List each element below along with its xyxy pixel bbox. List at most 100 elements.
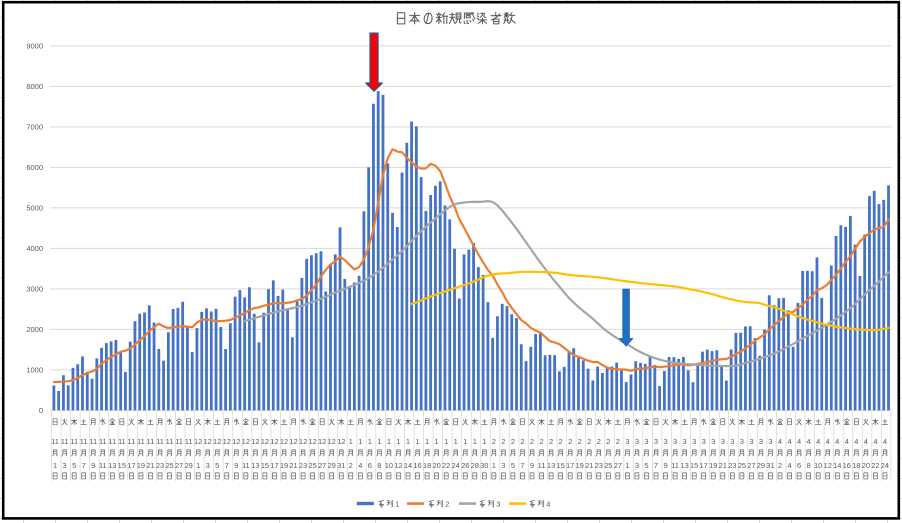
svg-text:12: 12 [232, 437, 240, 446]
svg-text:21: 21 [289, 461, 297, 470]
svg-text:1: 1 [358, 437, 362, 446]
svg-text:20: 20 [862, 461, 870, 470]
svg-text:1: 1 [377, 437, 381, 446]
svg-text:20: 20 [432, 461, 440, 470]
svg-text:11: 11 [61, 437, 69, 446]
svg-text:11: 11 [80, 437, 88, 446]
svg-text:12: 12 [318, 437, 326, 446]
svg-text:9: 9 [663, 461, 667, 470]
svg-text:4: 4 [797, 437, 801, 446]
svg-text:3: 3 [683, 437, 687, 446]
svg-text:4: 4 [864, 437, 868, 446]
svg-text:25: 25 [738, 461, 746, 470]
svg-text:1: 1 [454, 437, 458, 446]
svg-text:4: 4 [826, 437, 830, 446]
svg-text:1: 1 [396, 437, 400, 446]
svg-text:1: 1 [387, 437, 391, 446]
svg-text:12: 12 [223, 437, 231, 446]
svg-text:16: 16 [843, 461, 851, 470]
svg-text:11: 11 [175, 437, 183, 446]
svg-text:15: 15 [118, 461, 126, 470]
svg-text:16: 16 [413, 461, 421, 470]
svg-text:13: 13 [108, 461, 116, 470]
svg-text:2: 2 [445, 500, 449, 509]
svg-text:12: 12 [261, 437, 269, 446]
svg-text:2: 2 [530, 437, 534, 446]
svg-text:8: 8 [807, 461, 811, 470]
svg-text:13: 13 [251, 461, 259, 470]
svg-text:1: 1 [53, 461, 57, 470]
svg-text:3: 3 [692, 437, 696, 446]
svg-text:9: 9 [234, 461, 238, 470]
svg-text:3: 3 [673, 437, 677, 446]
svg-text:2: 2 [778, 461, 782, 470]
svg-text:11: 11 [127, 437, 135, 446]
svg-text:12: 12 [204, 437, 212, 446]
svg-text:22: 22 [442, 461, 450, 470]
svg-text:3: 3 [759, 437, 763, 446]
svg-text:13: 13 [547, 461, 555, 470]
svg-text:25: 25 [604, 461, 612, 470]
svg-text:11: 11 [51, 437, 59, 446]
svg-text:18: 18 [423, 461, 431, 470]
svg-text:27: 27 [747, 461, 755, 470]
svg-text:2: 2 [587, 437, 591, 446]
svg-text:3: 3 [749, 437, 753, 446]
svg-text:12: 12 [299, 437, 307, 446]
svg-text:3: 3 [721, 437, 725, 446]
svg-text:14: 14 [833, 461, 841, 470]
svg-text:3: 3 [654, 437, 658, 446]
svg-text:28: 28 [471, 461, 479, 470]
svg-text:4: 4 [854, 437, 858, 446]
svg-text:11: 11 [242, 461, 250, 470]
svg-text:3: 3 [635, 437, 639, 446]
svg-text:19: 19 [137, 461, 145, 470]
svg-text:4000: 4000 [26, 244, 43, 253]
svg-text:31: 31 [766, 461, 774, 470]
svg-text:21: 21 [719, 461, 727, 470]
svg-text:12: 12 [251, 437, 259, 446]
svg-text:19: 19 [576, 461, 584, 470]
svg-text:3: 3 [501, 461, 505, 470]
svg-text:4: 4 [787, 437, 791, 446]
svg-text:25: 25 [308, 461, 316, 470]
svg-text:17: 17 [566, 461, 574, 470]
svg-text:1: 1 [425, 437, 429, 446]
svg-text:12: 12 [270, 437, 278, 446]
svg-text:2: 2 [616, 437, 620, 446]
svg-text:27: 27 [318, 461, 326, 470]
svg-text:12: 12 [337, 437, 345, 446]
svg-text:9000: 9000 [26, 42, 43, 51]
svg-text:3: 3 [206, 461, 210, 470]
svg-text:9: 9 [530, 461, 534, 470]
svg-text:11: 11 [118, 437, 126, 446]
svg-text:29: 29 [757, 461, 765, 470]
svg-text:23: 23 [595, 461, 603, 470]
svg-text:10: 10 [814, 461, 822, 470]
svg-text:22: 22 [871, 461, 879, 470]
svg-text:0: 0 [39, 406, 43, 415]
svg-text:21: 21 [585, 461, 593, 470]
svg-text:2: 2 [597, 437, 601, 446]
svg-text:5: 5 [72, 461, 76, 470]
svg-text:11: 11 [108, 437, 116, 446]
svg-text:3: 3 [635, 461, 639, 470]
svg-text:11: 11 [70, 437, 78, 446]
svg-text:3: 3 [768, 437, 772, 446]
svg-text:4: 4 [883, 437, 887, 446]
svg-text:5: 5 [644, 461, 648, 470]
svg-text:24: 24 [452, 461, 460, 470]
svg-text:2: 2 [511, 437, 515, 446]
svg-text:2: 2 [606, 437, 610, 446]
svg-text:12: 12 [394, 461, 402, 470]
svg-text:11: 11 [147, 437, 155, 446]
svg-text:6: 6 [368, 461, 372, 470]
svg-text:11: 11 [185, 437, 193, 446]
svg-text:12: 12 [824, 461, 832, 470]
svg-text:21: 21 [146, 461, 154, 470]
svg-text:3: 3 [730, 437, 734, 446]
svg-text:4: 4 [787, 461, 791, 470]
svg-text:18: 18 [852, 461, 860, 470]
svg-text:7000: 7000 [26, 123, 43, 132]
svg-text:5000: 5000 [26, 204, 43, 213]
